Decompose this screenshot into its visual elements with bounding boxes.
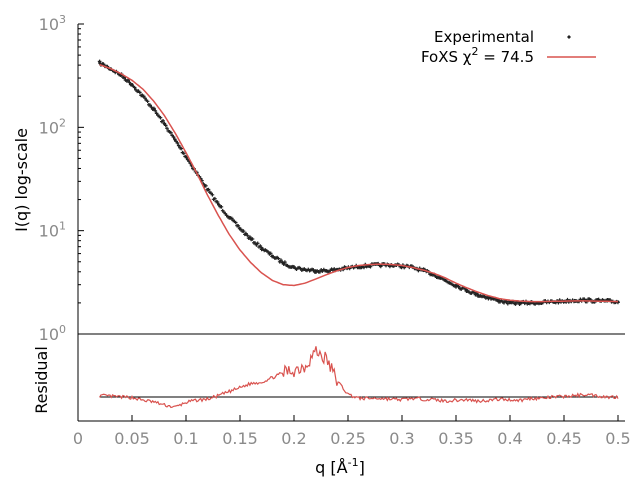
legend-experimental-label: Experimental: [434, 28, 534, 46]
top-y-tick-label: 102: [39, 116, 66, 137]
experimental-point: [508, 301, 512, 305]
experimental-point: [497, 299, 501, 303]
top-y-tick-exponent: 3: [59, 13, 66, 26]
experimental-point: [173, 138, 177, 142]
experimental-point: [184, 155, 188, 159]
x-ticks: 0 0.05 0.1 0.15 0.2 0.25 0.3 0.35 0.4 0.45 0.5: [73, 415, 631, 448]
experimental-point: [487, 296, 490, 300]
x-axis-title-close: ]: [359, 458, 365, 477]
experimental-point: [249, 237, 253, 241]
top-y-tick-label: 100: [39, 323, 66, 344]
experimental-series: [97, 59, 620, 306]
x-tick-label: 0.25: [330, 429, 366, 448]
top-y-tick-base: 10: [39, 325, 59, 344]
x-axis-title-main: q [Å: [315, 458, 347, 477]
x-axis-title: q [Å-1]: [315, 456, 365, 477]
experimental-point: [281, 261, 285, 265]
legend-experimental-marker: [567, 35, 571, 39]
residual-panel: Residual: [32, 333, 625, 422]
x-tick-label: 0.2: [281, 429, 306, 448]
x-axis-title-exponent: -1: [348, 456, 359, 469]
x-tick-label: 0: [73, 429, 83, 448]
residual-series: [99, 346, 619, 409]
experimental-point: [292, 266, 296, 269]
x-tick-label: 0.35: [438, 429, 474, 448]
top-y-tick-exponent: 1: [59, 220, 66, 233]
experimental-point: [476, 293, 479, 297]
x-tick-label: 0.4: [497, 429, 522, 448]
experimental-point: [303, 268, 307, 271]
legend-foxs-suffix: = 74.5: [478, 48, 534, 66]
foxs-fit-line: [99, 63, 619, 303]
experimental-point: [227, 215, 231, 219]
experimental-point: [98, 61, 101, 65]
experimental-point: [465, 288, 469, 292]
x-tick-label: 0.5: [605, 429, 630, 448]
legend-foxs-label: FoXS χ2 = 74.5: [421, 45, 534, 66]
x-tick-label: 0.05: [114, 429, 150, 448]
top-y-tick-base: 10: [39, 118, 59, 137]
x-tick-label: 0.1: [173, 429, 198, 448]
experimental-point: [238, 227, 242, 230]
experimental-point: [206, 188, 210, 191]
legend-foxs-exponent: 2: [471, 45, 478, 58]
top-y-tick-label: 101: [39, 220, 66, 241]
legend-foxs-prefix: FoXS χ: [421, 48, 472, 66]
experimental-point: [141, 94, 145, 98]
experimental-point: [260, 246, 263, 250]
top-y-tick-base: 10: [39, 222, 59, 241]
experimental-point: [314, 269, 317, 273]
experimental-point: [325, 269, 328, 273]
x-tick-label: 0.15: [222, 429, 258, 448]
experimental-point: [443, 279, 447, 282]
x-tick-label: 0.45: [546, 429, 582, 448]
experimental-point: [271, 254, 274, 258]
foxs-fit-series: [99, 63, 619, 303]
top-y-tick-exponent: 2: [59, 116, 66, 129]
top-y-tick-exponent: 0: [59, 323, 66, 336]
experimental-point: [152, 107, 156, 111]
experimental-point: [163, 122, 166, 126]
experimental-markers: [97, 59, 620, 306]
experimental-point: [454, 284, 458, 287]
residual-line: [99, 346, 619, 409]
top-y-tick-base: 10: [39, 15, 59, 34]
top-y-tick-label: 103: [39, 13, 66, 34]
legend: Experimental FoXS χ2 = 74.5: [421, 28, 596, 66]
x-tick-label: 0.3: [389, 429, 414, 448]
experimental-point: [217, 202, 220, 206]
top-y-axis-title: I(q) log-scale: [12, 128, 31, 232]
experimental-point: [519, 301, 523, 305]
experimental-point: [130, 83, 134, 86]
residual-y-axis-title: Residual: [32, 346, 51, 414]
